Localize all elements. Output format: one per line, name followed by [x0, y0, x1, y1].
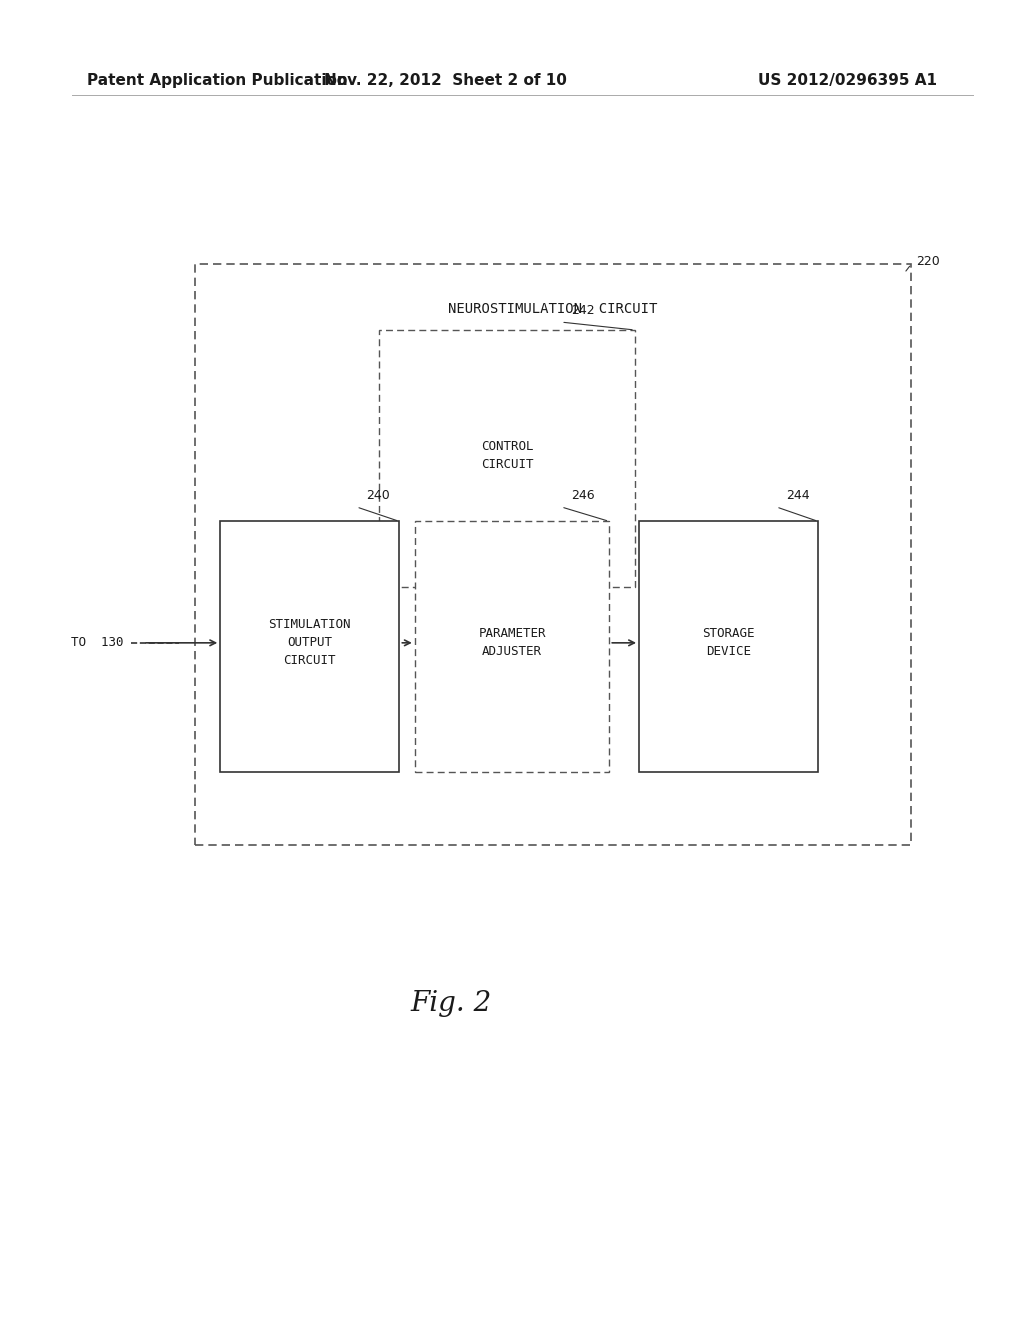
Text: US 2012/0296395 A1: US 2012/0296395 A1	[758, 73, 937, 87]
Bar	[379, 330, 635, 587]
Text: 220: 220	[916, 255, 940, 268]
Text: 244: 244	[786, 488, 810, 502]
Text: STORAGE
DEVICE: STORAGE DEVICE	[702, 627, 755, 659]
Text: PARAMETER
ADJUSTER: PARAMETER ADJUSTER	[478, 627, 546, 659]
Text: Fig. 2: Fig. 2	[410, 990, 492, 1016]
Text: 242: 242	[571, 304, 595, 317]
Text: STIMULATION
OUTPUT
CIRCUIT: STIMULATION OUTPUT CIRCUIT	[268, 618, 351, 668]
Bar	[220, 521, 399, 772]
Bar	[195, 264, 911, 845]
Bar	[639, 521, 818, 772]
Text: Nov. 22, 2012  Sheet 2 of 10: Nov. 22, 2012 Sheet 2 of 10	[324, 73, 567, 87]
Text: 246: 246	[571, 488, 595, 502]
Text: Patent Application Publication: Patent Application Publication	[87, 73, 348, 87]
Text: 240: 240	[367, 488, 390, 502]
Bar	[415, 521, 609, 772]
Text: CONTROL
CIRCUIT: CONTROL CIRCUIT	[480, 440, 534, 471]
Text: NEUROSTIMULATION  CIRCUIT: NEUROSTIMULATION CIRCUIT	[449, 302, 657, 315]
Text: TO  130: TO 130	[71, 636, 124, 649]
